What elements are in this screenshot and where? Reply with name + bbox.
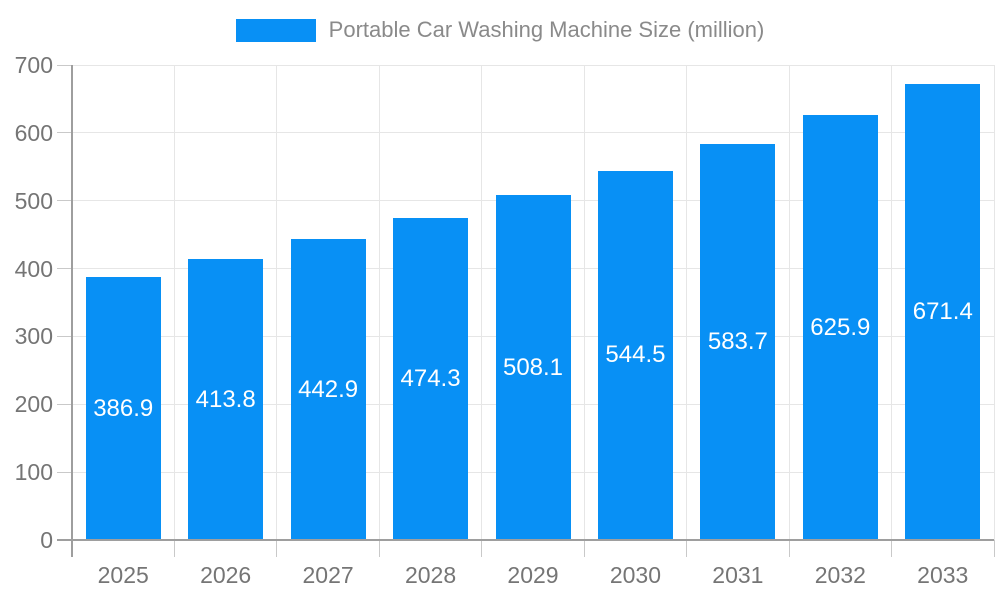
bar[interactable]: 413.8 bbox=[188, 259, 264, 540]
x-axis-tick bbox=[378, 540, 380, 557]
bar[interactable]: 671.4 bbox=[905, 84, 981, 540]
v-gridline bbox=[481, 65, 483, 540]
bar[interactable]: 544.5 bbox=[597, 170, 673, 540]
y-tick-label: 200 bbox=[14, 391, 53, 418]
x-axis-tick bbox=[686, 540, 688, 557]
v-gridline bbox=[891, 65, 893, 540]
y-axis-tick bbox=[57, 268, 72, 270]
x-axis-tick bbox=[583, 540, 585, 557]
legend[interactable]: Portable Car Washing Machine Size (milli… bbox=[0, 17, 1000, 43]
bar[interactable]: 583.7 bbox=[700, 143, 776, 540]
bar-value-label: 413.8 bbox=[195, 385, 256, 413]
y-tick-label: 700 bbox=[14, 52, 53, 78]
x-tick-label: 2026 bbox=[200, 562, 252, 588]
x-axis-tick bbox=[173, 540, 175, 557]
bar-value-label: 625.9 bbox=[810, 313, 871, 341]
v-gridline bbox=[686, 65, 688, 540]
y-tick-label: 500 bbox=[14, 187, 53, 214]
v-gridline bbox=[788, 65, 790, 540]
bar-value-label: 671.4 bbox=[912, 298, 973, 326]
bar-value-label: 508.1 bbox=[502, 353, 564, 381]
bar[interactable]: 474.3 bbox=[393, 218, 469, 540]
y-tick-label: 100 bbox=[14, 459, 53, 486]
h-gridline bbox=[72, 64, 994, 66]
x-axis-tick bbox=[481, 540, 483, 557]
x-axis-tick bbox=[788, 540, 790, 557]
x-tick-label: 2031 bbox=[712, 562, 764, 588]
y-axis-tick bbox=[57, 64, 72, 66]
x-tick-label: 2033 bbox=[917, 562, 969, 588]
y-tick-label: 300 bbox=[14, 323, 53, 350]
y-axis-tick bbox=[57, 403, 72, 405]
x-axis-tick bbox=[993, 540, 995, 557]
legend-label: Portable Car Washing Machine Size (milli… bbox=[328, 17, 765, 42]
x-tick-label: 2025 bbox=[97, 562, 149, 588]
y-axis-line bbox=[70, 65, 73, 557]
y-axis-tick bbox=[57, 335, 72, 337]
bar-value-label: 544.5 bbox=[605, 341, 666, 369]
bar-value-label: 386.9 bbox=[93, 394, 154, 422]
v-gridline bbox=[378, 65, 380, 540]
y-axis-tick bbox=[57, 132, 72, 134]
bar-value-label: 442.9 bbox=[298, 375, 359, 403]
h-gridline bbox=[72, 132, 994, 134]
y-tick-label: 400 bbox=[14, 255, 53, 282]
x-tick-label: 2030 bbox=[609, 562, 662, 588]
bar[interactable]: 625.9 bbox=[802, 115, 878, 540]
x-axis-line bbox=[57, 539, 994, 541]
bar[interactable]: 386.9 bbox=[85, 277, 161, 540]
x-tick-label: 2028 bbox=[404, 562, 457, 588]
y-tick-label: 600 bbox=[14, 119, 53, 146]
bar[interactable]: 508.1 bbox=[495, 195, 571, 540]
legend-swatch-icon bbox=[235, 18, 316, 42]
y-axis-tick bbox=[57, 471, 72, 473]
x-axis-tick bbox=[276, 540, 278, 557]
v-gridline bbox=[583, 65, 585, 540]
x-tick-label: 2027 bbox=[302, 562, 354, 588]
v-gridline bbox=[173, 65, 175, 540]
bar-value-label: 474.3 bbox=[400, 365, 461, 393]
v-gridline bbox=[276, 65, 278, 540]
x-axis-tick bbox=[891, 540, 893, 557]
x-tick-label: 2032 bbox=[814, 562, 866, 588]
y-tick-label: 0 bbox=[40, 527, 53, 553]
bar[interactable]: 442.9 bbox=[290, 239, 366, 540]
y-axis-tick bbox=[57, 200, 72, 202]
x-tick-label: 2029 bbox=[507, 562, 559, 588]
v-gridline bbox=[993, 65, 995, 540]
bar-value-label: 583.7 bbox=[707, 327, 768, 355]
